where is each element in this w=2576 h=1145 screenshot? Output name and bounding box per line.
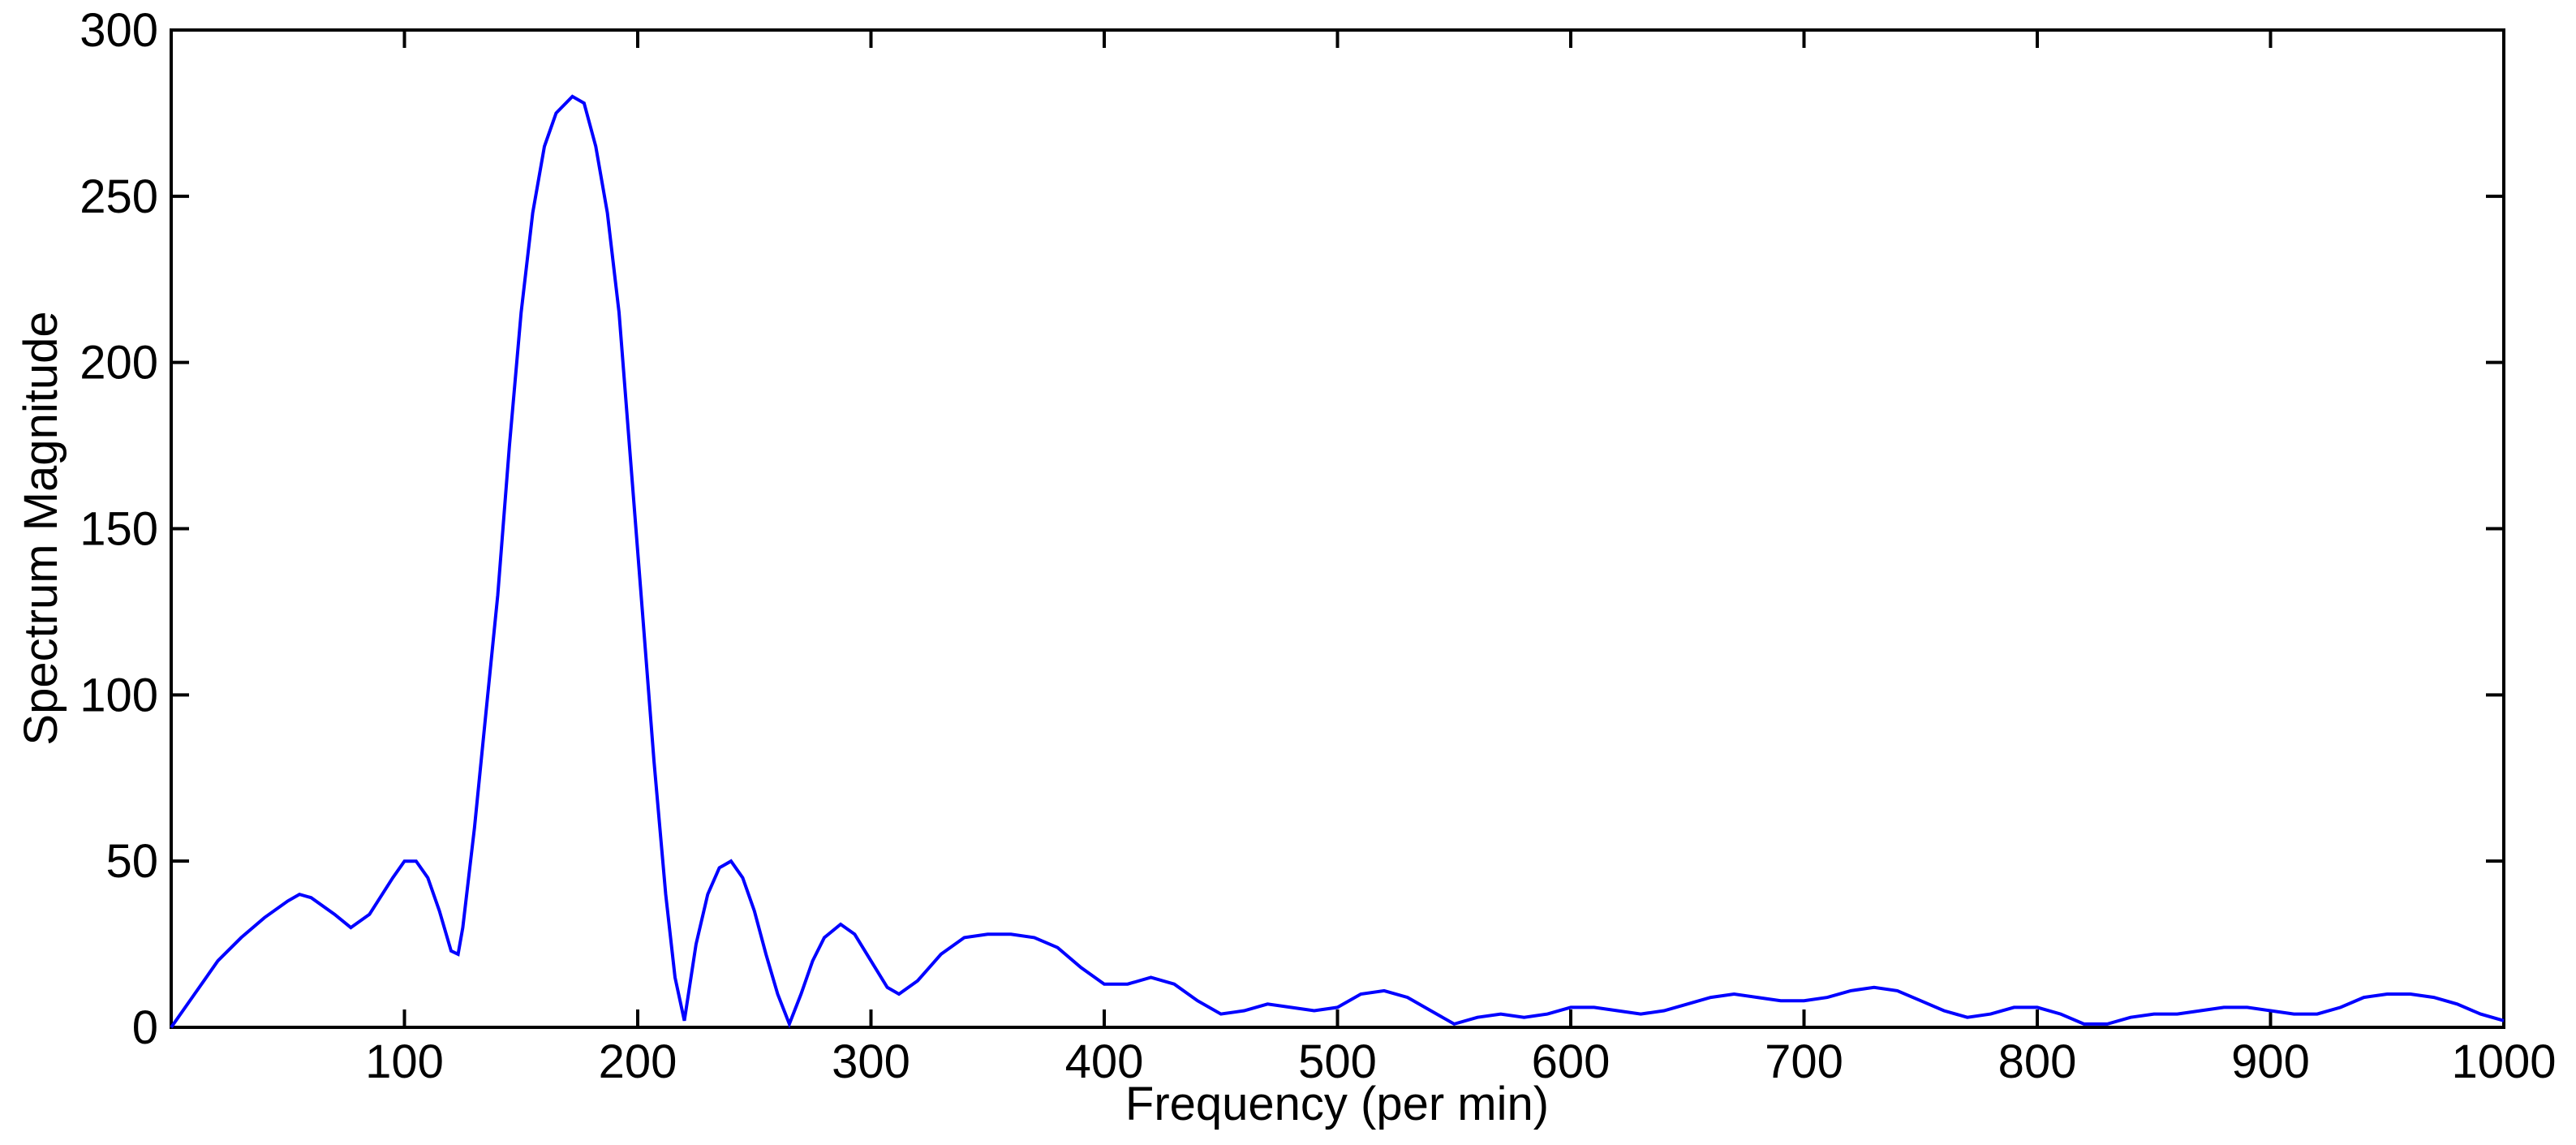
y-axis-label: Spectrum Magnitude (15, 311, 67, 745)
y-tick-label: 250 (80, 170, 158, 223)
x-tick-label: 1000 (2451, 1035, 2556, 1088)
x-tick-label: 900 (2231, 1035, 2310, 1088)
x-tick-label: 200 (599, 1035, 677, 1088)
data-line (170, 94, 2505, 1029)
y-tick-label: 50 (105, 835, 158, 888)
x-axis-label: Frequency (per min) (1125, 1078, 1549, 1130)
x-tick-label: 300 (832, 1035, 910, 1088)
x-tick-label: 100 (365, 1035, 444, 1088)
y-tick-label: 150 (80, 503, 158, 556)
x-tick-label: 400 (1065, 1035, 1144, 1088)
x-tick-label: 800 (1998, 1035, 2077, 1088)
y-tick-label: 100 (80, 669, 158, 721)
y-tick-label: 200 (80, 337, 158, 390)
x-tick-label: 700 (1765, 1035, 1843, 1088)
x-tick-label: 600 (1532, 1035, 1611, 1088)
plot-frame (170, 28, 2505, 1029)
x-tick-label: 500 (1298, 1035, 1377, 1088)
y-tick-label: 0 (132, 1001, 158, 1054)
y-tick-label: 300 (80, 4, 158, 57)
